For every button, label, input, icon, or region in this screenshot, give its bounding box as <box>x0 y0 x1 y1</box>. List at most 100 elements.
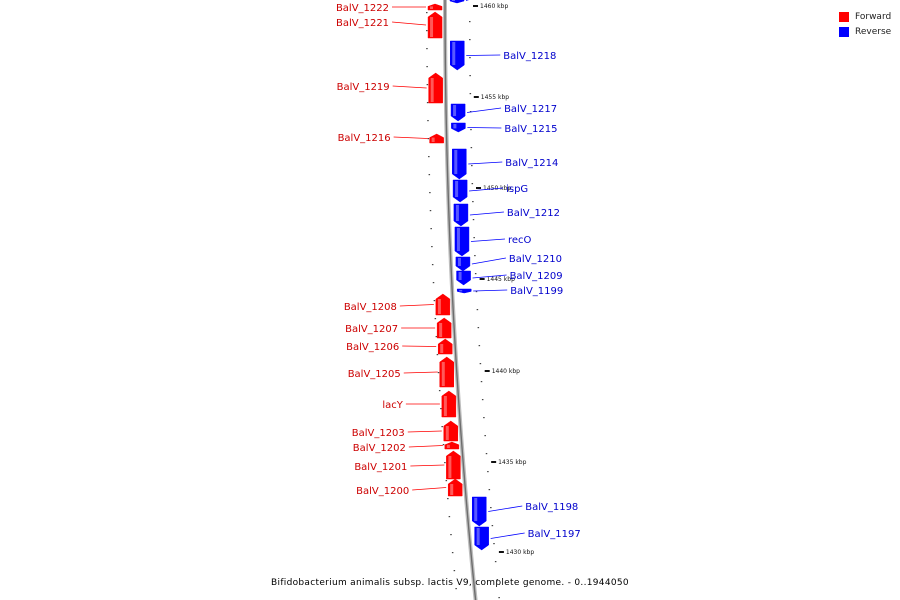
gene-shading <box>453 124 457 129</box>
gene-leader-line <box>467 107 502 113</box>
minor-tick <box>440 408 442 410</box>
minor-tick <box>469 75 471 77</box>
minor-tick <box>469 57 471 59</box>
gene-shading <box>458 272 462 280</box>
minor-tick <box>428 174 431 176</box>
minor-tick <box>484 435 486 437</box>
gene-leader-line <box>399 304 434 307</box>
scale-tick <box>491 461 497 463</box>
gene-shading <box>439 323 443 337</box>
gene-label: BalV_1214 <box>505 158 558 169</box>
gene-shading <box>430 17 434 37</box>
gene-leader-line <box>488 505 523 512</box>
minor-tick <box>471 183 474 185</box>
minor-tick <box>469 39 471 41</box>
minor-tick <box>442 444 445 446</box>
minor-tick <box>431 264 434 266</box>
minor-tick <box>470 147 473 149</box>
gene-leader-line <box>470 238 505 242</box>
gene-label: BalV_1207 <box>345 324 398 335</box>
minor-tick <box>493 543 495 545</box>
gene-leader-line <box>403 371 438 374</box>
forward-swatch-icon <box>839 11 849 22</box>
gene-arrow <box>436 317 452 339</box>
gene-label: BalV_1203 <box>352 428 405 439</box>
gene-arrow <box>446 450 461 480</box>
minor-tick <box>483 417 485 419</box>
gene-shading <box>453 105 457 116</box>
map-caption: Bifidobacterium animalis subsp. lactis V… <box>271 578 629 588</box>
gene-label: BalV_1205 <box>348 369 401 380</box>
gene-arrow <box>456 288 472 294</box>
gene-label: BalV_1208 <box>344 302 397 313</box>
minor-tick <box>488 489 491 491</box>
gene-leader-line <box>392 21 427 26</box>
gene-shading <box>474 498 478 521</box>
gene-leader-line <box>466 54 501 56</box>
legend: Forward Reverse <box>839 9 891 39</box>
gene-label: BalV_1199 <box>510 286 563 297</box>
gene-arrow <box>453 203 469 227</box>
minor-tick <box>496 579 499 581</box>
gene-shading <box>441 362 445 386</box>
gene-label: BalV_1197 <box>528 529 581 540</box>
minor-tick <box>431 246 433 248</box>
gene-label: BalV_1212 <box>507 208 560 219</box>
minor-tick <box>426 84 429 86</box>
gene-label: BalV_1198 <box>525 502 578 513</box>
gene-leader-line <box>408 445 443 448</box>
gene-label: BalV_1215 <box>504 124 557 135</box>
gene-shading <box>454 150 458 174</box>
minor-tick <box>427 138 430 140</box>
gene-shading <box>459 290 463 292</box>
gene-label: BalV_1209 <box>510 271 563 282</box>
gene-leader-line <box>473 289 508 292</box>
minor-tick <box>478 345 481 347</box>
gene-arrow <box>441 390 457 418</box>
minor-tick <box>426 30 428 32</box>
gene-arrow <box>454 226 470 257</box>
gene-leader-line <box>472 274 507 279</box>
minor-tick <box>426 66 428 68</box>
gene-label: lacY <box>382 400 403 411</box>
minor-tick <box>473 237 475 239</box>
scale-tick <box>476 187 482 189</box>
gene-shading <box>452 42 456 65</box>
gene-arrow <box>437 338 453 355</box>
minor-tick <box>490 507 492 509</box>
gene-arrow <box>471 496 487 527</box>
minor-tick <box>471 165 473 167</box>
minor-tick <box>428 156 430 158</box>
minor-tick <box>435 336 438 338</box>
gene-leader-line <box>402 345 437 347</box>
gene-shading <box>437 299 441 314</box>
minor-tick <box>494 561 497 563</box>
gene-shading <box>430 78 434 102</box>
minor-tick <box>470 129 472 131</box>
gene-leader-line <box>393 136 428 139</box>
gene-leader-line <box>469 187 504 192</box>
gene-arrow <box>443 420 459 442</box>
minor-tick <box>436 354 439 356</box>
gene-shading <box>452 0 456 1</box>
gene-shading <box>476 528 480 545</box>
minor-tick <box>434 318 437 320</box>
scale-tick <box>473 5 479 7</box>
gene-label: ispG <box>506 184 528 195</box>
scale-tick <box>473 96 479 98</box>
gene-shading <box>446 444 450 448</box>
legend-reverse-label: Reverse <box>855 26 892 37</box>
minor-tick <box>474 273 477 275</box>
gene-arrow <box>450 40 465 71</box>
gene-shading <box>457 258 461 266</box>
gene-label: BalV_1222 <box>336 3 389 14</box>
gene-leader-line <box>407 430 442 433</box>
gene-shading <box>440 344 444 353</box>
minor-tick <box>474 255 476 257</box>
minor-tick <box>481 399 484 401</box>
gene-shading <box>455 181 459 197</box>
gene-arrow <box>427 3 443 11</box>
minor-tick <box>429 210 432 212</box>
gene-arrow <box>474 526 489 551</box>
gene-leader-line <box>471 257 506 265</box>
